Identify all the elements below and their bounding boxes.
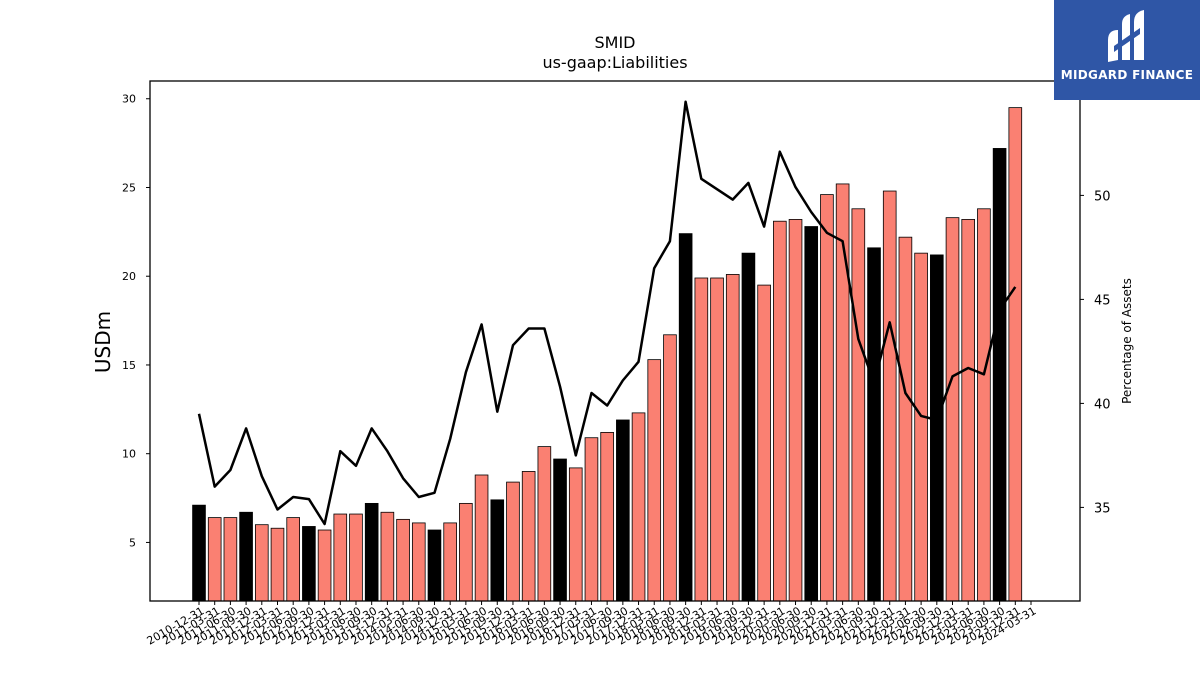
bar bbox=[239, 511, 253, 602]
bar bbox=[349, 513, 363, 602]
bar bbox=[490, 499, 505, 602]
bar bbox=[411, 522, 426, 602]
line-series bbox=[197, 100, 1017, 526]
y2-tick-label: 45 bbox=[1094, 293, 1111, 308]
bar bbox=[396, 518, 410, 602]
bar bbox=[192, 504, 206, 602]
bar bbox=[302, 526, 316, 602]
bar bbox=[663, 334, 677, 602]
bar bbox=[945, 217, 960, 602]
y2-tick-label: 35 bbox=[1094, 501, 1111, 516]
midgard-finance-logo: MIDGARD FINANCE bbox=[1054, 0, 1200, 100]
bar bbox=[270, 527, 285, 602]
bar bbox=[443, 522, 457, 602]
bar bbox=[616, 419, 630, 602]
bar bbox=[992, 148, 1007, 602]
bar bbox=[223, 517, 238, 602]
bar bbox=[647, 359, 662, 602]
bar bbox=[207, 517, 222, 602]
bar bbox=[537, 446, 552, 602]
y-tick-label: 20 bbox=[122, 270, 136, 283]
y-tick-label: 10 bbox=[122, 448, 136, 461]
y2-tick-label: 50 bbox=[1094, 189, 1111, 204]
bar bbox=[977, 208, 991, 602]
bar bbox=[568, 467, 583, 602]
bar bbox=[459, 502, 473, 602]
y2-axis-label: Percentage of Assets bbox=[1120, 278, 1134, 404]
logo-mark-icon bbox=[1108, 10, 1144, 62]
plot-frame bbox=[149, 80, 1081, 602]
bar bbox=[741, 252, 756, 602]
y-tick-label: 25 bbox=[122, 181, 136, 194]
bar bbox=[474, 474, 489, 602]
bar bbox=[1008, 107, 1023, 602]
bar bbox=[364, 502, 379, 602]
bar bbox=[851, 208, 866, 602]
bar bbox=[600, 431, 614, 602]
bar bbox=[757, 284, 771, 602]
bar bbox=[553, 458, 567, 602]
bar bbox=[286, 517, 300, 602]
bar bbox=[882, 190, 897, 602]
bar bbox=[584, 437, 599, 602]
y-tick-label: 15 bbox=[122, 359, 136, 372]
y-tick-label: 30 bbox=[122, 93, 136, 106]
bar bbox=[678, 233, 693, 602]
bar bbox=[961, 219, 976, 602]
chart-subtitle: us-gaap:Liabilities bbox=[542, 53, 688, 72]
bar bbox=[867, 247, 881, 602]
bar bbox=[317, 529, 332, 602]
bar bbox=[380, 511, 395, 602]
chart-title: SMID bbox=[594, 33, 636, 52]
bar bbox=[506, 481, 520, 602]
bar bbox=[914, 252, 928, 602]
bar bbox=[631, 412, 646, 602]
bar bbox=[930, 254, 944, 602]
y-axis-label: USDm bbox=[91, 311, 115, 373]
bar bbox=[898, 236, 913, 602]
logo-text: MIDGARD FINANCE bbox=[1060, 68, 1194, 82]
y2-tick-label: 40 bbox=[1094, 397, 1111, 412]
bar bbox=[804, 226, 819, 602]
bar bbox=[788, 219, 803, 602]
bar bbox=[333, 513, 348, 602]
bar bbox=[725, 274, 740, 602]
bar bbox=[254, 524, 269, 602]
bar bbox=[773, 220, 787, 602]
bar bbox=[710, 277, 724, 602]
bar bbox=[694, 277, 709, 602]
bar bbox=[820, 194, 834, 602]
bar bbox=[521, 471, 536, 602]
y-tick-label: 5 bbox=[129, 536, 136, 549]
bar bbox=[427, 529, 442, 602]
